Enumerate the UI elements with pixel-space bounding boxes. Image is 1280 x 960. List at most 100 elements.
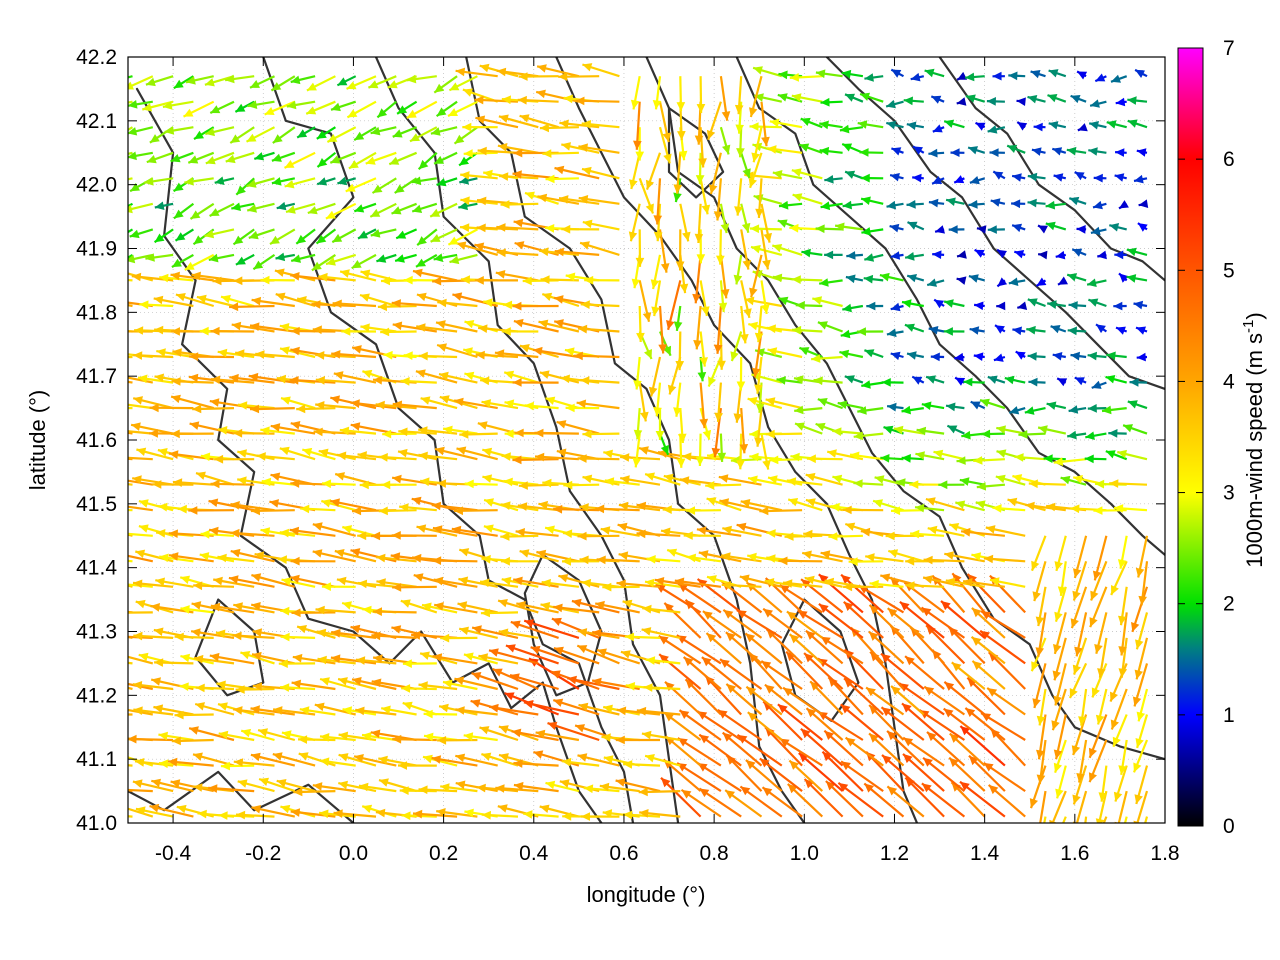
wind-arrow-head [1073,475,1083,484]
wind-arrow-head [159,553,169,563]
wind-arrow-shaft [128,655,154,665]
wind-arrow-head [641,730,652,740]
wind-arrow [195,471,235,486]
wind-arrow-head [1109,223,1120,232]
wind-arrow-head [1030,70,1041,79]
wind-arrow-head [1054,611,1063,622]
wind-arrow-head [907,221,918,230]
wind-arrow-head [864,73,874,82]
wind-arrow [170,779,214,793]
wind-arrow [708,152,722,195]
wind-arrow [97,403,133,412]
wind-arrow [600,526,640,537]
wind-arrow-head [1123,424,1133,433]
wind-arrow-head [264,107,275,115]
wind-arrow-head [248,230,259,240]
wind-arrow-head [981,713,992,722]
wind-arrow [142,100,174,112]
wind-arrow [1097,637,1108,678]
wind-arrow-head [399,503,409,512]
wind-arrow-head [932,250,942,259]
wind-arrow [133,706,174,716]
wind-arrow [1057,276,1068,286]
wind-arrow-head [318,272,328,282]
wind-arrow [956,276,967,285]
wind-arrow [856,327,884,336]
wind-arrow-head [291,679,302,689]
wind-arrow-head [1112,736,1121,747]
wind-arrow-head [912,376,923,385]
wind-arrow [923,555,965,565]
wind-arrow [579,241,620,256]
wind-arrow-head [432,556,442,565]
wind-arrow [370,228,397,238]
wind-arrow [128,635,153,639]
wind-arrow-head [759,758,770,768]
wind-arrow [128,483,133,486]
wind-arrow-head [87,778,97,787]
wind-arrow-head [641,627,652,636]
wind-arrow [976,225,987,234]
wind-arrow [447,100,478,117]
wind-arrow [959,780,1006,818]
wind-arrow-head [209,398,220,407]
wind-arrow [483,524,519,537]
wind-arrow-head [667,548,678,557]
wind-arrow [771,244,803,256]
wind-arrow-head [174,632,184,642]
wind-arrow [1032,561,1047,602]
wind-arrow-shaft [128,253,134,259]
wind-arrow [644,754,681,767]
colorbar-tick-label: 6 [1223,148,1235,171]
wind-arrow [995,474,1026,486]
wind-arrow-head [1008,277,1019,286]
wind-arrow [204,228,235,239]
wind-arrow-head [515,528,525,537]
wind-arrow-head [805,472,816,482]
wind-arrow-head [209,526,219,536]
wind-arrow-head [168,757,178,767]
wind-arrow-head [951,662,962,672]
wind-arrow-head [97,403,106,412]
wind-arrow-head [200,452,211,462]
wind-arrow [840,573,884,614]
wind-arrow-head [153,295,164,305]
wind-arrow-head [973,456,983,465]
wind-arrow-head [180,605,190,614]
wind-arrow-head [464,371,475,381]
wind-arrow-shaft [128,532,153,537]
wind-arrow-head [1031,661,1040,672]
wind-arrow [724,789,763,818]
wind-arrow [828,532,863,541]
wind-arrow [853,431,884,441]
wind-arrow [1054,586,1067,622]
wind-arrow [128,202,133,208]
wind-arrow-head [477,421,488,430]
wind-arrow [682,656,722,690]
wind-arrow [154,658,194,667]
wind-arrow [1091,662,1108,698]
wind-arrow [193,581,235,591]
wind-arrow [777,93,803,103]
wind-arrow-head [905,252,915,261]
wind-arrow-head [765,397,776,406]
wind-arrow [979,629,1026,665]
wind-arrow [837,782,884,818]
wind-arrow-head [767,347,778,356]
wind-arrow-head [248,372,259,382]
wind-arrow-head [766,529,776,538]
wind-arrow [1073,535,1088,579]
wind-arrow-head [907,274,917,283]
wind-arrow-head [646,555,656,564]
x-tick-label: 0.8 [700,842,729,865]
wind-arrow-head [556,420,567,429]
wind-arrow-head [1015,351,1026,360]
wind-arrow-head [1136,148,1147,157]
wind-arrow-head [734,104,744,115]
wind-arrow [890,506,924,516]
wind-arrow [535,729,580,742]
wind-arrow [946,424,965,435]
wind-arrow-head [317,655,327,665]
wind-arrow-head [260,527,271,536]
wind-arrow [517,95,559,105]
